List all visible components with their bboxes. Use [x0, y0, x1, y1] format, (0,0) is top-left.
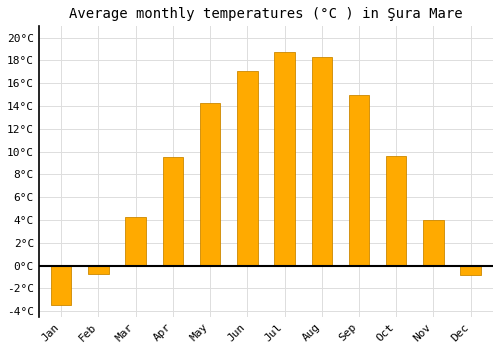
- Bar: [349, 94, 370, 266]
- Bar: [162, 157, 183, 266]
- Title: Average monthly temperatures (°C ) in Şura Mare: Average monthly temperatures (°C ) in Şu…: [69, 7, 462, 21]
- Bar: [51, 266, 72, 306]
- Bar: [423, 220, 444, 266]
- Bar: [460, 266, 481, 275]
- Bar: [386, 156, 406, 266]
- Bar: [126, 217, 146, 266]
- Bar: [312, 57, 332, 266]
- Bar: [200, 103, 220, 266]
- Bar: [88, 266, 108, 273]
- Bar: [237, 71, 258, 266]
- Bar: [274, 52, 295, 266]
